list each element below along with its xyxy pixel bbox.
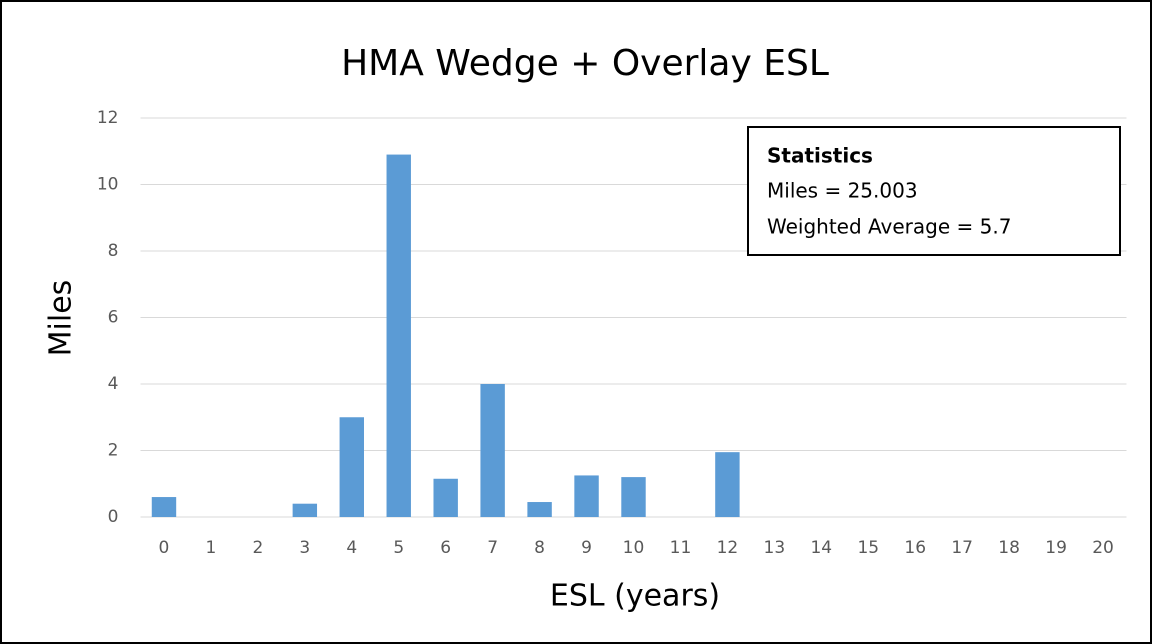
y-tick-label: 2 [108, 441, 119, 461]
stats-box [747, 126, 1121, 256]
y-tick-label: 10 [97, 175, 119, 195]
y-axis-label: Miles [44, 280, 79, 357]
bar [433, 478, 458, 517]
bar [574, 475, 599, 517]
x-tick-label: 9 [581, 538, 592, 558]
bar [527, 502, 552, 517]
y-tick-label: 4 [108, 374, 119, 394]
x-tick-label: 6 [440, 538, 451, 558]
x-tick-label: 4 [346, 538, 357, 558]
bar [480, 384, 505, 517]
x-tick-label: 18 [998, 538, 1020, 558]
stats-title: Statistics [767, 144, 873, 168]
y-tick-label: 8 [108, 241, 119, 261]
bar [715, 452, 740, 517]
chart-title: HMA Wedge + Overlay ESL [341, 43, 829, 84]
x-tick-label: 2 [252, 538, 263, 558]
x-tick-label: 20 [1092, 538, 1114, 558]
x-tick-label: 14 [810, 538, 832, 558]
bar [339, 417, 364, 517]
x-tick-label: 10 [623, 538, 645, 558]
x-tick-label: 8 [534, 538, 545, 558]
x-tick-label: 12 [717, 538, 739, 558]
x-tick-label: 17 [951, 538, 973, 558]
x-tick-label: 19 [1045, 538, 1067, 558]
y-tick-label: 0 [108, 507, 119, 527]
x-tick-label: 16 [904, 538, 926, 558]
bar [386, 154, 411, 517]
bar [151, 497, 177, 517]
x-tick-label: 7 [487, 538, 498, 558]
x-axis-label: ESL (years) [550, 579, 720, 614]
stats-line: Weighted Average = 5.7 [767, 215, 1011, 239]
stats-line: Miles = 25.003 [767, 179, 918, 203]
x-tick-label: 0 [159, 538, 170, 558]
x-tick-label: 5 [393, 538, 404, 558]
y-tick-label: 6 [108, 308, 119, 328]
x-tick-label: 3 [299, 538, 310, 558]
bar [621, 477, 646, 517]
bar [292, 503, 318, 517]
x-tick-label: 13 [764, 538, 786, 558]
y-tick-label: 12 [97, 108, 119, 128]
x-tick-label: 15 [857, 538, 879, 558]
x-tick-label: 1 [206, 538, 217, 558]
x-tick-label: 11 [670, 538, 692, 558]
